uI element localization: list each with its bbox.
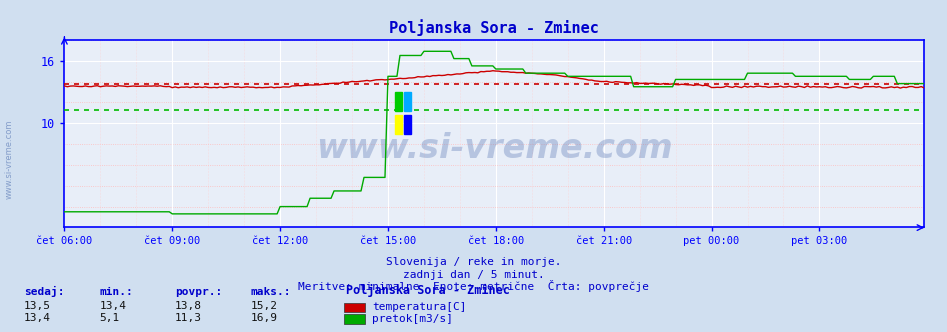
- Text: 16,9: 16,9: [251, 313, 278, 323]
- Text: 5,1: 5,1: [99, 313, 119, 323]
- Text: povpr.:: povpr.:: [175, 287, 223, 297]
- Bar: [396, 115, 402, 133]
- Text: Slovenija / reke in morje.: Slovenija / reke in morje.: [385, 257, 562, 267]
- Text: 11,3: 11,3: [175, 313, 203, 323]
- Text: 15,2: 15,2: [251, 301, 278, 311]
- Bar: [404, 92, 411, 111]
- Text: min.:: min.:: [99, 287, 134, 297]
- Text: www.si-vreme.com: www.si-vreme.com: [316, 132, 672, 165]
- Text: Meritve: minimalne  Enote: metrične  Črta: povprečje: Meritve: minimalne Enote: metrične Črta:…: [298, 281, 649, 292]
- Text: www.si-vreme.com: www.si-vreme.com: [5, 120, 14, 199]
- Text: 13,4: 13,4: [24, 313, 51, 323]
- Text: Poljanska Sora - Zminec: Poljanska Sora - Zminec: [346, 284, 509, 297]
- Text: sedaj:: sedaj:: [24, 286, 64, 297]
- Bar: [396, 92, 402, 111]
- Text: 13,8: 13,8: [175, 301, 203, 311]
- Text: maks.:: maks.:: [251, 287, 292, 297]
- Text: temperatura[C]: temperatura[C]: [372, 302, 467, 312]
- Text: 13,4: 13,4: [99, 301, 127, 311]
- Title: Poljanska Sora - Zminec: Poljanska Sora - Zminec: [389, 19, 599, 36]
- Text: zadnji dan / 5 minut.: zadnji dan / 5 minut.: [402, 270, 545, 280]
- Text: 13,5: 13,5: [24, 301, 51, 311]
- Text: pretok[m3/s]: pretok[m3/s]: [372, 314, 454, 324]
- Bar: [404, 115, 411, 133]
